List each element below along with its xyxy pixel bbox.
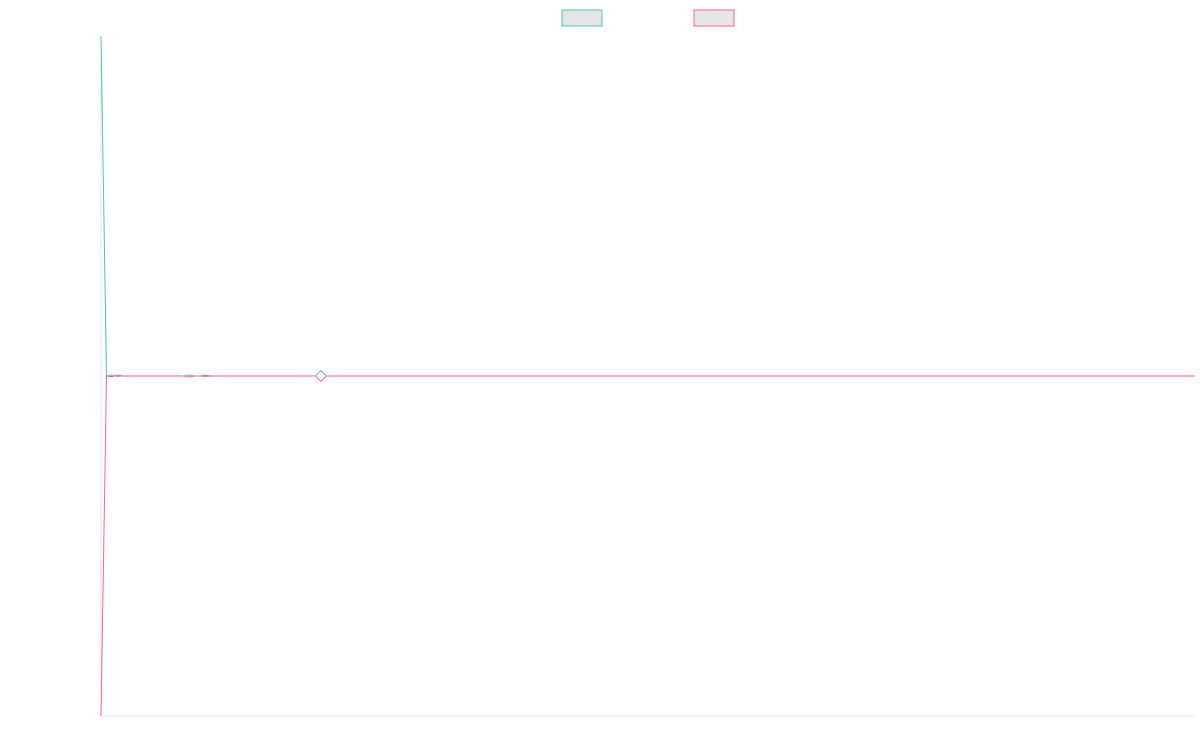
series-line-2	[100, 374, 1195, 717]
legend	[561, 9, 735, 27]
legend-swatch-1[interactable]	[561, 9, 603, 27]
axes	[100, 36, 1195, 717]
series-layer	[100, 35, 1195, 717]
series-line-1	[100, 35, 1195, 378]
legend-swatch-2[interactable]	[693, 9, 735, 27]
